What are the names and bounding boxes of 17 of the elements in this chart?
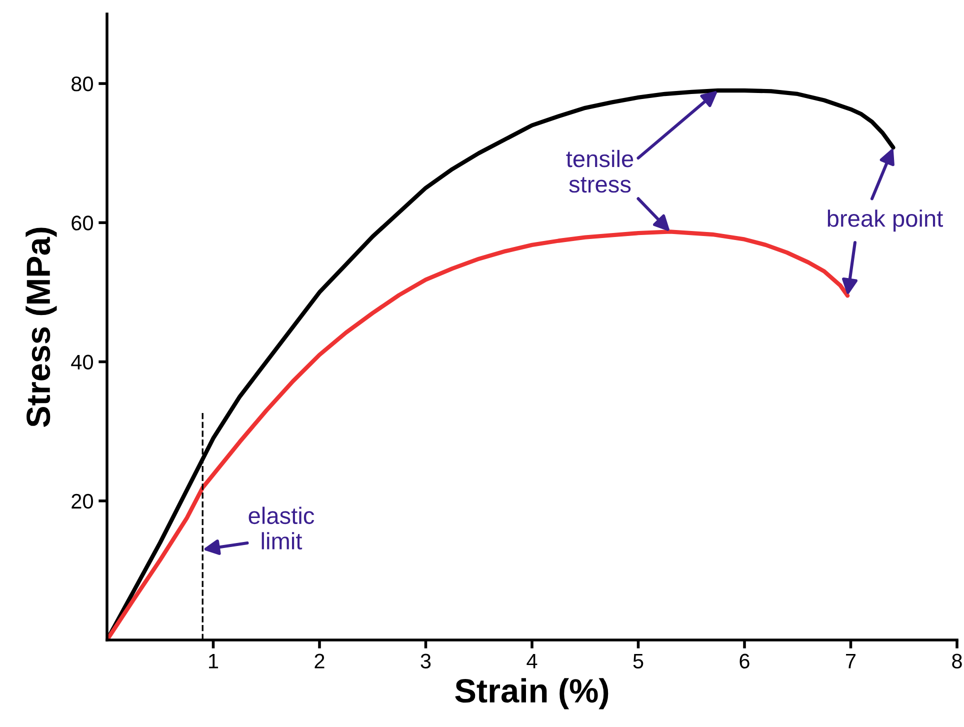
x-tick-label: 8: [952, 654, 962, 668]
annotation: break point: [828, 210, 943, 232]
x-tick-label: 2: [314, 654, 324, 668]
y-tick-label: 60: [72, 216, 93, 230]
y-tick-label: 40: [71, 354, 93, 370]
y-tick-label: 80: [72, 76, 93, 92]
x-tick-label: 3: [420, 654, 431, 668]
y-axis-title: Stress (MPa): [26, 228, 57, 427]
annotation: tensile stress: [566, 150, 634, 193]
annotation: elastic limit: [248, 506, 314, 550]
x-tick-label: 6: [740, 654, 750, 668]
x-tick-label: 5: [633, 654, 644, 668]
x-tick-label: 1: [209, 654, 218, 668]
x-tick-label: 4: [526, 654, 538, 668]
x-tick-label: 7: [846, 654, 856, 668]
y-tick-label: 20: [72, 494, 93, 509]
x-axis-title: Strain (%): [455, 678, 608, 710]
